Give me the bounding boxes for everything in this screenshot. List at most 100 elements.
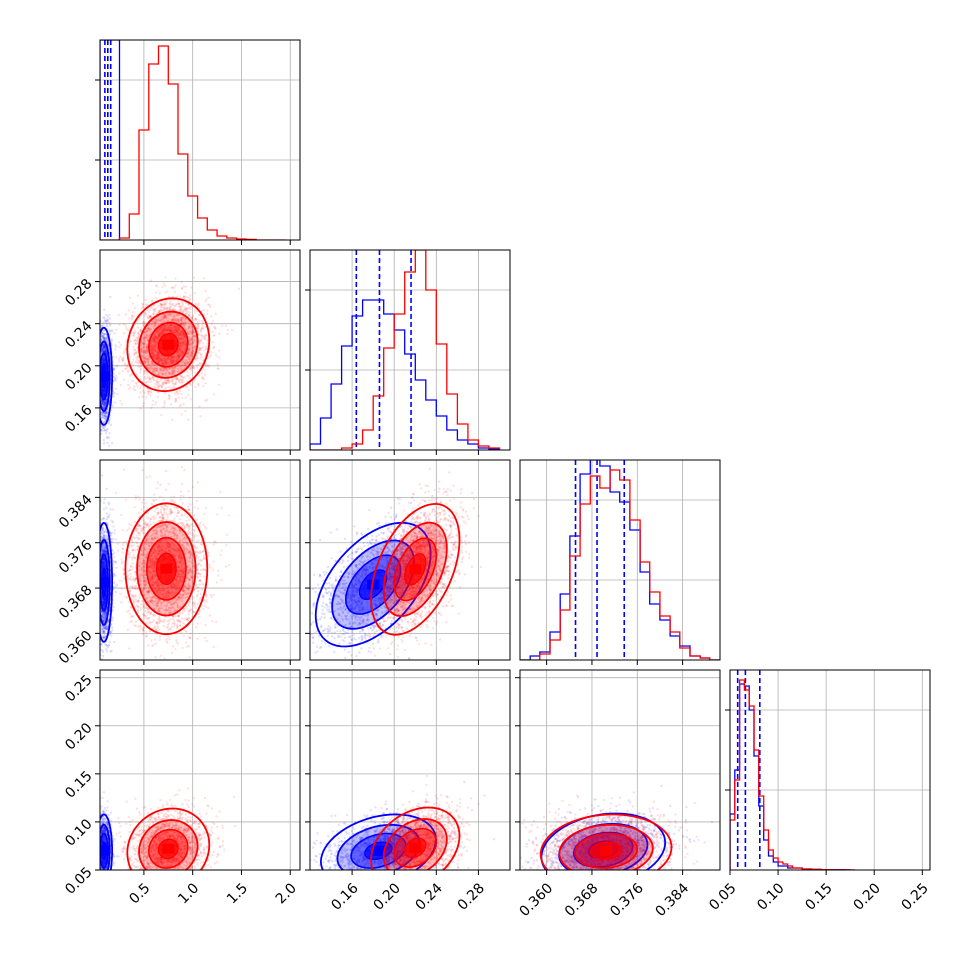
scatter-point — [103, 358, 106, 361]
scatter-point — [109, 322, 112, 326]
scatter-point — [104, 417, 107, 420]
scatter-point — [195, 324, 198, 328]
scatter-point — [191, 365, 194, 368]
scatter-point — [101, 391, 105, 394]
scatter-point — [198, 405, 201, 408]
scatter-point — [97, 396, 99, 398]
scatter-point — [110, 330, 113, 333]
scatter-point — [103, 333, 107, 336]
scatter-point — [195, 318, 198, 321]
scatter-point — [169, 361, 172, 364]
scatter-point — [116, 364, 119, 367]
scatter-point — [103, 429, 106, 432]
scatter-point — [176, 318, 179, 321]
histogram-blue — [310, 299, 501, 450]
scatter-point — [94, 368, 96, 370]
scatter-point — [100, 337, 103, 341]
scatter-point — [145, 345, 148, 349]
scatter-point — [97, 622, 99, 624]
scatter-point — [94, 385, 96, 387]
scatter-point — [103, 392, 106, 395]
scatter-point — [190, 286, 193, 289]
scatter-point — [161, 382, 164, 385]
scatter-point — [96, 570, 98, 572]
scatter-point — [91, 588, 93, 590]
scatter-point — [105, 313, 108, 317]
scatter-point — [202, 327, 205, 330]
scatter-point — [108, 329, 111, 332]
scatter-point — [103, 349, 107, 353]
scatter-point — [106, 319, 109, 322]
scatter-point — [104, 333, 107, 336]
scatter-point — [101, 321, 105, 325]
scatter-point — [97, 357, 99, 359]
scatter-point — [221, 324, 224, 327]
scatter-point — [127, 370, 130, 373]
scatter-point — [103, 388, 107, 391]
scatter-point — [102, 401, 105, 404]
scatter-point — [94, 375, 96, 377]
scatter-point — [102, 405, 105, 408]
scatter-point — [97, 368, 99, 370]
scatter-point — [101, 389, 105, 392]
scatter-point — [96, 372, 98, 374]
scatter-point — [107, 344, 110, 347]
scatter-point — [96, 383, 98, 385]
scatter-point — [177, 334, 180, 337]
scatter-point — [102, 402, 106, 405]
scatter-point — [97, 359, 99, 361]
scatter-point — [119, 383, 123, 387]
scatter-point — [102, 403, 105, 407]
scatter-point — [119, 400, 122, 403]
scatter-point — [97, 343, 99, 345]
scatter-point — [97, 345, 99, 347]
scatter-point — [112, 395, 116, 398]
scatter-point — [96, 383, 98, 385]
scatter-point — [166, 306, 169, 309]
scatter-point — [178, 313, 181, 317]
scatter-point — [95, 361, 97, 363]
scatter-point — [96, 357, 98, 359]
scatter-point — [104, 362, 107, 366]
scatter-point — [112, 367, 116, 370]
scatter-point — [146, 327, 149, 330]
scatter-point — [218, 332, 221, 335]
scatter-point — [94, 392, 96, 394]
scatter-point — [101, 350, 105, 353]
scatter-point — [96, 538, 98, 540]
scatter-point — [145, 396, 148, 399]
scatter-point — [157, 332, 161, 336]
scatter-point — [97, 388, 99, 390]
scatter-point — [188, 311, 192, 314]
scatter-point — [104, 390, 107, 394]
scatter-point — [181, 375, 184, 379]
scatter-point — [159, 309, 162, 312]
scatter-point — [114, 379, 117, 382]
scatter-point — [186, 361, 189, 364]
scatter-point — [96, 390, 98, 392]
scatter-point — [145, 371, 149, 375]
scatter-point — [159, 319, 162, 322]
scatter-point — [102, 360, 105, 364]
scatter-point — [132, 354, 136, 357]
scatter-point — [142, 342, 146, 346]
scatter-point — [96, 334, 98, 336]
scatter-point — [162, 360, 166, 363]
scatter-point — [96, 367, 98, 369]
scatter-point — [180, 380, 183, 383]
scatter-point — [237, 287, 241, 290]
scatter-point — [92, 573, 94, 575]
scatter-point — [102, 337, 106, 341]
scatter-point — [101, 402, 104, 405]
scatter-point — [97, 373, 99, 375]
panel-content — [94, 250, 300, 450]
scatter-point — [103, 389, 106, 392]
scatter-point — [101, 400, 104, 403]
scatter-point — [156, 380, 159, 383]
scatter-point — [162, 306, 165, 309]
scatter-point — [94, 345, 96, 347]
scatter-point — [105, 432, 108, 435]
scatter-point — [134, 360, 137, 363]
scatter-point — [127, 309, 130, 312]
scatter-point — [224, 324, 228, 328]
